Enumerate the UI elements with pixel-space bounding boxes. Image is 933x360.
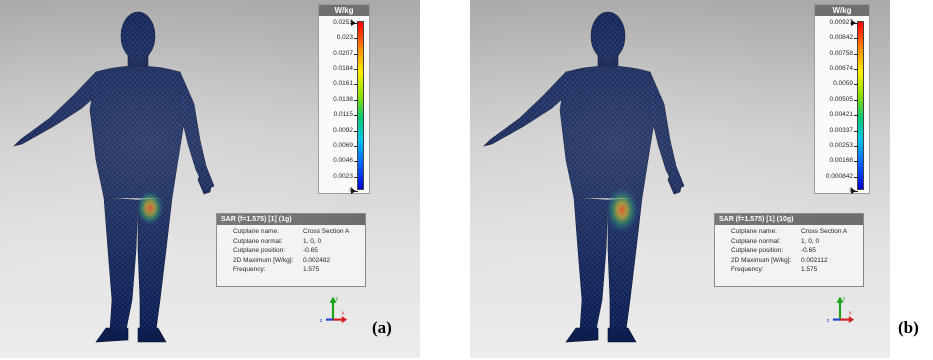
sar-info-box: SAR (f=1.575) [1] (10g) Cutplane name: C… — [714, 213, 864, 287]
info-key: 2D Maximum [W/kg]: — [731, 256, 792, 264]
figure-caption-a: (a) — [372, 318, 392, 337]
legend-unit: W/kg — [815, 5, 869, 16]
info-value: 0.002482 — [303, 256, 331, 264]
info-row: Cutplane name: Cross Section A — [715, 227, 863, 237]
color-scale-legend: W/kg 0.0253 0.023 0.0207 0.0184 0.0161 0… — [318, 4, 370, 194]
info-key: Cutplane normal: — [731, 237, 781, 245]
info-key: Cutplane name: — [233, 228, 279, 235]
color-scale-legend: W/kg 0.00927 0.00842 0.00758 0.00674 0.0… — [814, 4, 870, 194]
info-row: Cutplane position: -0.65 — [217, 246, 365, 256]
legend-tick: 0.00674 — [829, 65, 858, 73]
legend-max-arrow-icon — [851, 20, 856, 26]
legend-min-arrow-icon — [851, 188, 856, 194]
figure-caption-b: (b) — [898, 318, 919, 337]
legend-tick: 0.0138 — [333, 95, 358, 103]
sar-view-panel-a[interactable]: W/kg 0.0253 0.023 0.0207 0.0184 0.0161 0… — [0, 0, 420, 358]
info-key: Cutplane normal: — [233, 237, 283, 245]
legend-tick: 0.0161 — [333, 80, 358, 88]
axis-x-label: x — [849, 310, 852, 316]
info-key: Cutplane name: — [731, 228, 777, 235]
info-value: 1.575 — [303, 266, 320, 273]
mesh-overlay — [484, 12, 684, 330]
info-key: Frequency: — [233, 266, 266, 273]
legend-tick: 0.0023 — [333, 172, 358, 180]
legend-max-arrow-icon — [351, 20, 356, 26]
axis-x-label: x — [342, 310, 345, 316]
legend-tick: 0.0046 — [333, 157, 358, 165]
info-row: Cutplane position: -0.65 — [715, 246, 863, 256]
axis-y-label: y — [843, 296, 846, 302]
legend-tick: 0.00337 — [829, 126, 858, 134]
legend-tick: 0.0069 — [333, 141, 358, 149]
legend-tick: 0.00168 — [829, 157, 858, 165]
sar-hotspot — [136, 190, 164, 226]
info-value: Cross Section A — [801, 228, 848, 235]
info-value: 0.002112 — [801, 256, 828, 264]
info-value: 1.575 — [801, 266, 818, 273]
axes-triad-icon[interactable]: y z x — [825, 293, 855, 325]
info-value: 1, 0, 0 — [303, 237, 322, 245]
info-row: 2D Maximum [W/kg]: 0.002112 — [715, 256, 863, 266]
info-key: Cutplane position: — [731, 247, 784, 254]
info-value: -0.65 — [801, 247, 816, 254]
legend-tick: 0.00842 — [829, 34, 858, 42]
axis-z-label: z — [320, 318, 323, 324]
info-key: 2D Maximum [W/kg]: — [233, 256, 294, 264]
legend-tick: 0.00505 — [829, 95, 858, 103]
axes-triad-icon[interactable]: y z x — [318, 293, 348, 325]
info-value: -0.65 — [303, 247, 318, 254]
axis-y-label: y — [336, 296, 339, 302]
legend-color-bar — [357, 21, 364, 190]
legend-tick: 0.00758 — [829, 49, 858, 57]
legend-min-arrow-icon — [351, 188, 356, 194]
info-key: Cutplane position: — [233, 247, 286, 254]
sar-view-panel-b[interactable]: W/kg 0.00927 0.00842 0.00758 0.00674 0.0… — [470, 0, 890, 358]
info-row: Cutplane name: Cross Section A — [217, 227, 365, 237]
human-body-model — [13, 11, 215, 343]
legend-tick: 0.0207 — [333, 49, 358, 57]
legend-tick: 0.0184 — [333, 65, 358, 73]
mesh-overlay — [14, 12, 214, 330]
axis-z-label: z — [827, 318, 830, 324]
info-title: SAR (f=1.575) [1] (1g) — [217, 214, 365, 225]
legend-tick: 0.000842 — [825, 172, 859, 180]
legend-tick: 0.0092 — [333, 126, 358, 134]
info-row: Frequency: 1.575 — [715, 265, 863, 275]
legend-tick: 0.0059 — [833, 80, 858, 88]
legend-tick: 0.00253 — [829, 141, 858, 149]
legend-unit: W/kg — [319, 5, 369, 16]
info-row: Cutplane normal: 1, 0, 0 — [715, 237, 863, 247]
sar-info-box: SAR (f=1.575) [1] (1g) Cutplane name: Cr… — [216, 213, 366, 287]
info-key: Frequency: — [731, 266, 764, 273]
legend-tick: 0.00421 — [829, 111, 858, 119]
info-title: SAR (f=1.575) [1] (10g) — [715, 214, 863, 225]
sar-hotspot — [605, 186, 639, 234]
info-value: Cross Section A — [303, 228, 350, 235]
info-value: 1, 0, 0 — [801, 237, 820, 245]
legend-color-bar — [857, 21, 864, 190]
info-row: 2D Maximum [W/kg]: 0.002482 — [217, 256, 365, 266]
human-body-model — [483, 11, 685, 343]
legend-tick: 0.023 — [336, 34, 359, 42]
legend-tick: 0.0115 — [333, 111, 359, 119]
legend-tick: 0.00927 — [829, 19, 858, 26]
info-row: Frequency: 1.575 — [217, 265, 365, 275]
info-row: Cutplane normal: 1, 0, 0 — [217, 237, 365, 247]
